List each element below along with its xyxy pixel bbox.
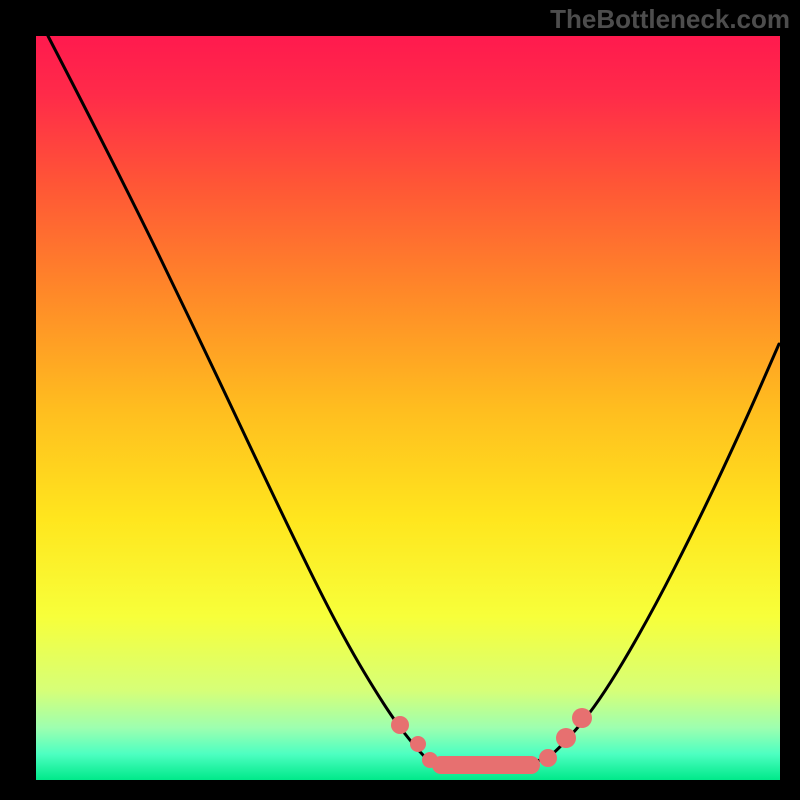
curve-marker [422,752,438,768]
curve-marker [572,708,592,728]
bottleneck-curve [48,36,779,764]
marker-group [391,708,592,774]
curve-marker [556,728,576,748]
gradient-background [36,36,780,780]
curve-marker [391,716,409,734]
curve-overlay [0,0,800,800]
chart-root: TheBottleneck.com [0,0,800,800]
curve-floor-pill [432,756,540,774]
watermark-text: TheBottleneck.com [550,4,790,35]
curve-marker [410,736,426,752]
curve-marker [539,749,557,767]
